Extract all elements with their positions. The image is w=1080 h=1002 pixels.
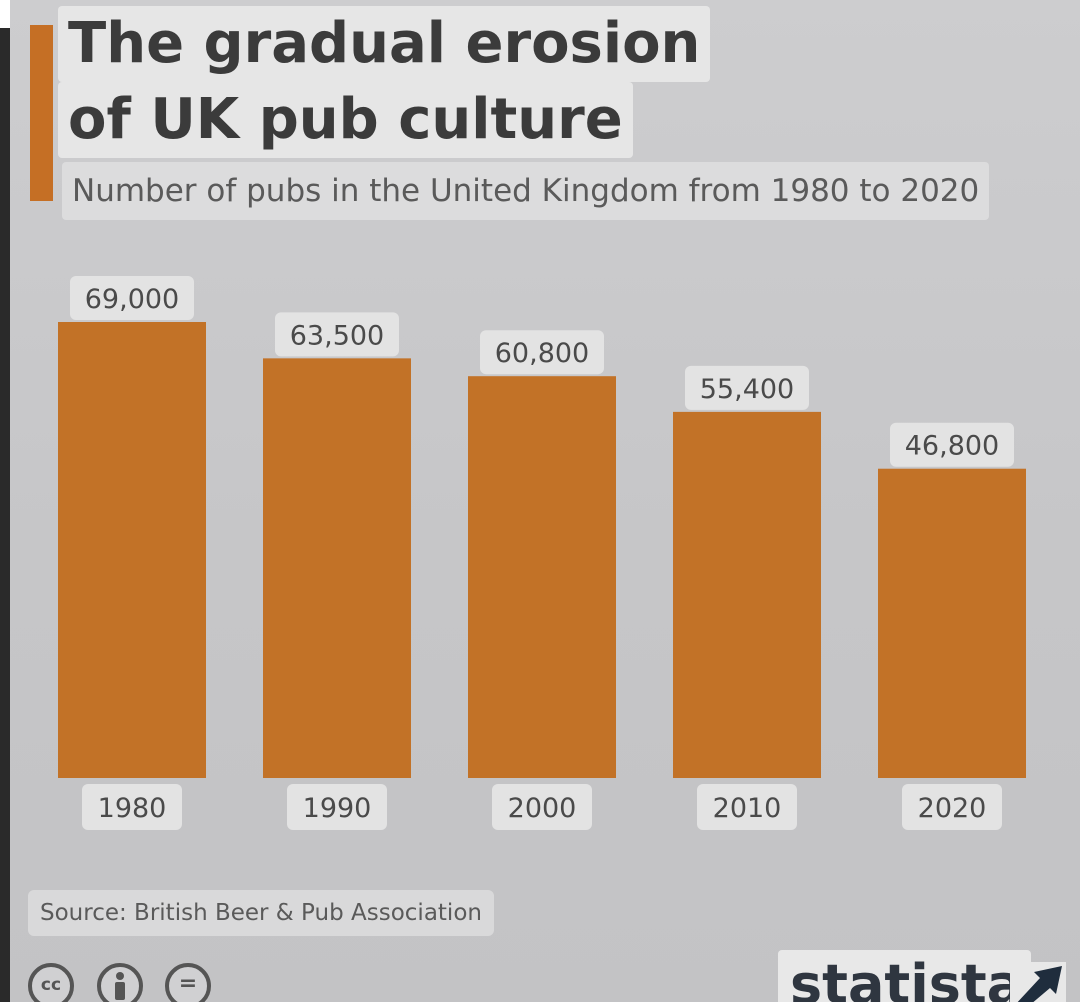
category-label-2000-text: 2000 bbox=[508, 793, 577, 824]
chart-subtitle: Number of pubs in the United Kingdom fro… bbox=[62, 162, 990, 220]
value-label-2000: 60,800 bbox=[480, 330, 604, 375]
value-label-2020: 46,800 bbox=[890, 422, 1014, 467]
value-label-2000-text: 60,800 bbox=[495, 338, 589, 369]
bar-2000 bbox=[468, 376, 616, 778]
category-label-2000: 2000 bbox=[492, 784, 592, 830]
value-label-1990-text: 63,500 bbox=[290, 320, 384, 351]
category-label-2020-text: 2020 bbox=[918, 793, 987, 824]
category-label-1990: 1990 bbox=[287, 784, 387, 830]
bar-1980 bbox=[58, 322, 206, 778]
category-label-1980: 1980 bbox=[82, 784, 182, 830]
statista-logo-text[interactable]: statista bbox=[778, 950, 1032, 1002]
source-note: Source: British Beer & Pub Association bbox=[28, 890, 494, 936]
category-label-2000-pill bbox=[492, 784, 592, 830]
category-label-2010: 2010 bbox=[697, 784, 797, 830]
value-label-1980: 69,000 bbox=[70, 276, 194, 320]
value-label-2000-pill bbox=[480, 330, 604, 375]
category-label-2010-text: 2010 bbox=[713, 793, 782, 824]
value-label-1990: 63,500 bbox=[275, 312, 399, 357]
value-label-1980-text: 69,000 bbox=[85, 284, 179, 315]
creative-commons-icon[interactable]: cc bbox=[28, 963, 74, 1002]
category-label-1990-pill bbox=[287, 784, 387, 830]
value-label-2020-pill bbox=[890, 422, 1014, 467]
category-label-1980-pill bbox=[82, 784, 182, 830]
left-edge-strip bbox=[0, 28, 10, 1002]
value-label-2010: 55,400 bbox=[685, 365, 809, 410]
bar-chart: 69,000 1980 63,500 1990 60,800 2000 55,400 2010… bbox=[58, 276, 1026, 830]
infographic-card: The gradual erosion of UK pub culture Nu… bbox=[10, 0, 1080, 1002]
category-label-1980-text: 1980 bbox=[98, 793, 167, 824]
statista-logo-mark-icon bbox=[1010, 962, 1066, 1002]
title-accent-bar bbox=[30, 25, 53, 201]
value-label-2010-pill bbox=[685, 365, 809, 410]
category-label-2010-pill bbox=[697, 784, 797, 830]
attribution-person-icon[interactable] bbox=[97, 963, 143, 1002]
bar-1990 bbox=[263, 358, 411, 778]
bar-2010 bbox=[673, 411, 821, 778]
chart-title-line-2: of UK pub culture bbox=[58, 82, 633, 158]
value-label-1990-pill bbox=[275, 312, 399, 357]
category-label-2020: 2020 bbox=[902, 784, 1002, 830]
value-label-2010-text: 55,400 bbox=[700, 374, 794, 405]
value-label-1980-pill bbox=[70, 276, 194, 320]
no-derivatives-icon[interactable]: = bbox=[165, 963, 211, 1002]
category-label-1990-text: 1990 bbox=[303, 793, 372, 824]
category-label-2020-pill bbox=[902, 784, 1002, 830]
bar-2020 bbox=[878, 468, 1026, 778]
chart-title-line-1: The gradual erosion bbox=[58, 6, 711, 82]
value-label-2020-text: 46,800 bbox=[905, 431, 999, 462]
